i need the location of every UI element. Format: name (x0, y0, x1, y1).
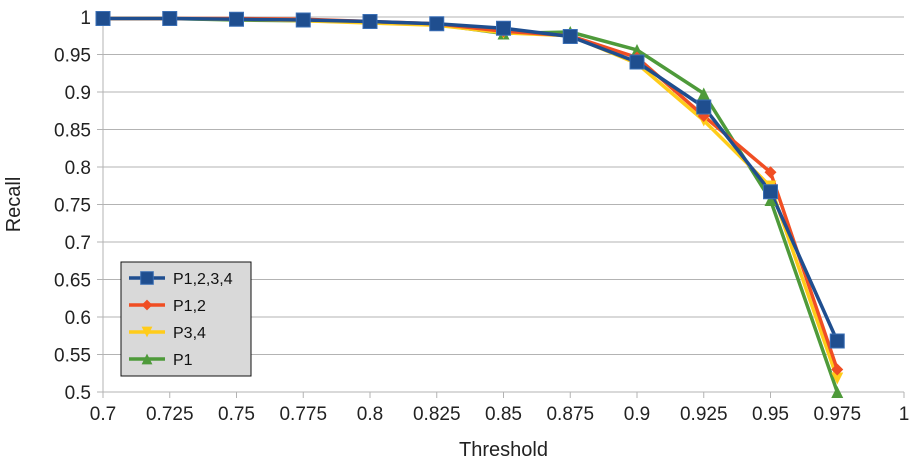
axes: 0.5 0.55 0.6 0.65 0.7 0.75 0.8 0.85 0.9 0.95 1 0.7 0… (54, 8, 909, 425)
y-tick-label: 0.85 (54, 121, 91, 142)
data-point (763, 184, 778, 200)
series-line (103, 16, 839, 342)
legend-marker (140, 271, 154, 285)
x-tick-label: 0.95 (752, 404, 789, 425)
x-tick-label: 0.9 (624, 404, 650, 425)
x-tick-label: 0.875 (546, 404, 594, 425)
data-point (295, 12, 311, 28)
series-markers (95, 11, 845, 398)
y-axis-title: Recall (3, 177, 25, 233)
legend-marker (141, 326, 153, 338)
legend-label: P3,4 (173, 325, 206, 342)
legend-label: P1 (173, 352, 193, 369)
y-tick-label: 0.95 (54, 46, 91, 67)
data-point (429, 16, 445, 32)
y-tick-label: 0.9 (65, 83, 91, 104)
x-tick-label: 1 (899, 404, 910, 425)
data-point (162, 11, 178, 26)
y-tick-label: 0.6 (65, 308, 91, 329)
y-tick-label: 0.65 (54, 271, 91, 292)
x-tick-label: 0.7 (90, 404, 116, 425)
legend: P1,2,3,4 P1,2 P3,4 P1 (120, 261, 252, 377)
x-tick-label: 0.75 (218, 404, 255, 425)
data-point (229, 11, 244, 27)
x-tick-label: 0.85 (485, 404, 522, 425)
y-tick-label: 0.7 (65, 233, 91, 254)
data-point (831, 386, 844, 398)
data-point (629, 54, 645, 70)
data-point (696, 99, 712, 115)
x-tick-label: 0.725 (146, 404, 194, 425)
data-point (831, 363, 844, 376)
y-tick-label: 1 (80, 8, 91, 29)
legend-label: P1,2 (173, 298, 206, 315)
x-tick-label: 0.925 (680, 404, 728, 425)
y-tick-label: 0.75 (54, 196, 91, 217)
data-point (764, 194, 777, 206)
data-point (631, 44, 643, 56)
data-point (697, 87, 710, 100)
y-tick-label: 0.55 (54, 346, 91, 367)
x-tick-label: 0.775 (279, 404, 327, 425)
y-tick-label: 0.8 (65, 158, 91, 179)
data-point (496, 20, 511, 36)
legend-marker (141, 353, 153, 365)
series-lines (103, 16, 839, 393)
x-tick-label: 0.8 (357, 404, 383, 425)
x-tick-label: 0.825 (413, 404, 461, 425)
data-point (831, 372, 844, 385)
data-point (829, 333, 845, 349)
data-point (562, 29, 578, 44)
x-axis-title: Threshold (459, 439, 548, 459)
y-tick-label: 0.5 (65, 383, 91, 404)
data-point (95, 11, 111, 26)
data-point (764, 166, 777, 179)
x-tick-label: 0.975 (813, 404, 861, 425)
legend-marker (141, 299, 153, 311)
data-point (362, 14, 378, 29)
legend-label: P1,2,3,4 (173, 271, 233, 288)
